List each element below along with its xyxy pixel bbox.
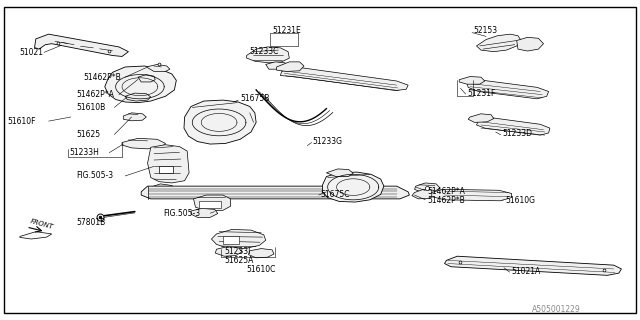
Polygon shape	[20, 232, 52, 239]
Polygon shape	[193, 195, 230, 211]
Text: 51231E: 51231E	[272, 27, 301, 36]
Polygon shape	[148, 145, 189, 183]
Text: 51233I: 51233I	[224, 247, 251, 256]
Polygon shape	[266, 62, 288, 69]
Polygon shape	[412, 189, 436, 199]
Text: 51462P*B: 51462P*B	[84, 73, 122, 82]
Text: 51231F: 51231F	[467, 89, 495, 98]
Text: 51021: 51021	[20, 48, 44, 57]
Polygon shape	[151, 184, 176, 194]
Polygon shape	[105, 66, 176, 103]
Text: 51610B: 51610B	[76, 103, 106, 112]
Text: 51233G: 51233G	[312, 137, 342, 146]
Text: FIG.505-3: FIG.505-3	[76, 172, 113, 180]
Text: 51610G: 51610G	[505, 196, 535, 205]
Polygon shape	[125, 93, 151, 101]
Text: FIG.505-3: FIG.505-3	[164, 209, 201, 218]
Polygon shape	[432, 189, 511, 201]
Text: 57801B: 57801B	[76, 218, 106, 227]
Text: A505001229: A505001229	[532, 305, 580, 314]
Text: 51462P*B: 51462P*B	[428, 196, 465, 205]
Polygon shape	[323, 172, 384, 202]
Bar	[198, 201, 221, 208]
Polygon shape	[516, 37, 543, 51]
Text: 51021A: 51021A	[511, 267, 541, 276]
Polygon shape	[35, 34, 129, 56]
Polygon shape	[415, 183, 440, 193]
Text: 51233H: 51233H	[70, 148, 100, 157]
Polygon shape	[124, 113, 147, 121]
Text: 51462P*A: 51462P*A	[76, 90, 114, 99]
Polygon shape	[476, 117, 550, 135]
Text: 51610C: 51610C	[246, 265, 276, 275]
Polygon shape	[468, 114, 493, 123]
Polygon shape	[445, 256, 621, 275]
Bar	[159, 166, 173, 173]
Text: 51462P*A: 51462P*A	[428, 187, 465, 196]
Text: 51233C: 51233C	[250, 46, 279, 56]
Polygon shape	[147, 64, 170, 71]
Polygon shape	[460, 76, 484, 84]
Polygon shape	[467, 80, 548, 99]
Polygon shape	[215, 247, 242, 256]
Text: 51625: 51625	[76, 130, 100, 139]
Polygon shape	[246, 47, 289, 63]
Text: 51675B: 51675B	[240, 94, 269, 103]
Polygon shape	[326, 169, 353, 177]
Text: FRONT: FRONT	[29, 218, 54, 230]
Text: 51233D: 51233D	[502, 129, 532, 138]
Text: 52153: 52153	[473, 27, 497, 36]
Text: 51675C: 51675C	[320, 190, 349, 199]
Polygon shape	[280, 67, 408, 91]
Polygon shape	[191, 208, 218, 217]
Polygon shape	[184, 100, 256, 144]
Polygon shape	[138, 75, 156, 82]
Polygon shape	[248, 249, 274, 258]
Polygon shape	[476, 34, 521, 52]
Polygon shape	[211, 229, 266, 249]
Polygon shape	[122, 138, 166, 149]
Text: 51610F: 51610F	[7, 116, 36, 126]
Polygon shape	[141, 186, 410, 199]
Polygon shape	[276, 62, 304, 71]
Bar	[223, 236, 239, 244]
Text: 51625A: 51625A	[224, 257, 253, 266]
